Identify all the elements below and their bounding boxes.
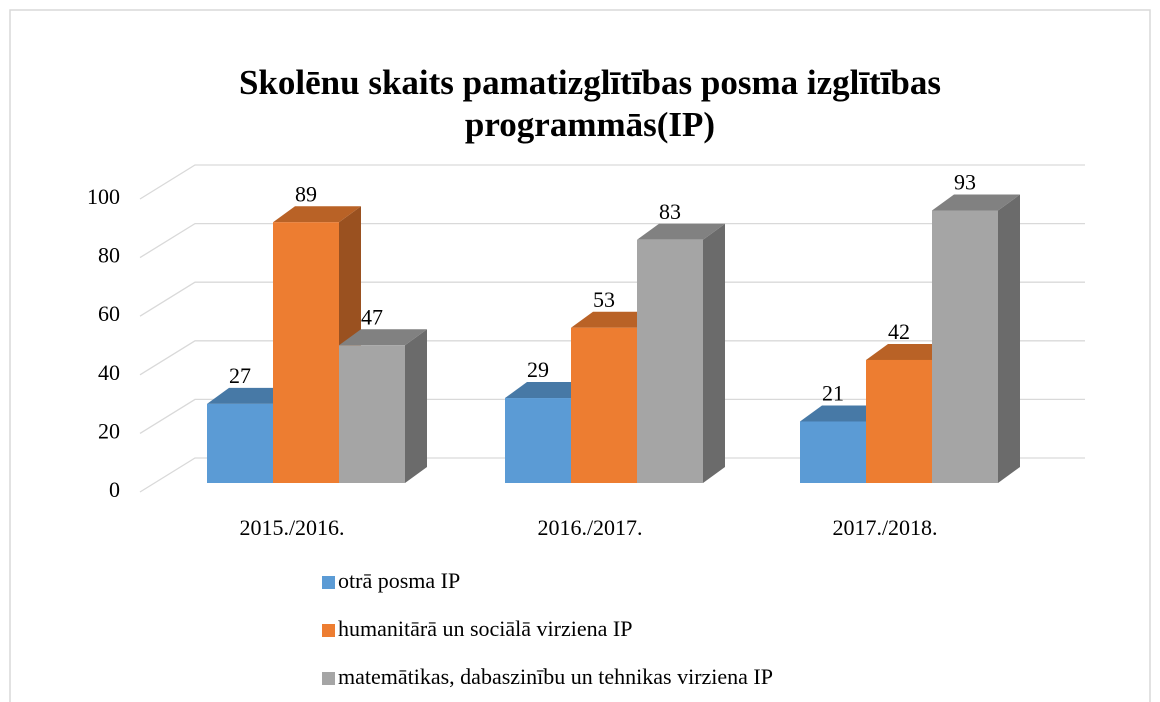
x-tick-label: 2017./2018. (832, 515, 937, 540)
chart-subtitle: programmās(IP) (465, 105, 715, 144)
bar-side (998, 194, 1020, 483)
y-tick-label: 40 (98, 360, 120, 385)
grid-line (139, 222, 1085, 259)
grid (139, 164, 1085, 493)
bar-front (505, 398, 571, 483)
data-label: 42 (888, 319, 910, 344)
bar (637, 223, 725, 483)
bar-top (637, 223, 725, 240)
data-label: 93 (954, 170, 976, 195)
grid-line (139, 164, 1085, 200)
legend-swatch (322, 576, 335, 589)
bar-side (703, 223, 725, 483)
y-tick-label: 20 (98, 418, 120, 443)
y-tick-label: 80 (98, 243, 120, 268)
bar-front (207, 403, 273, 483)
data-label: 89 (295, 181, 317, 206)
bar-top (339, 329, 427, 346)
chart-title: Skolēnu skaits pamatizglītības posma izg… (239, 63, 941, 102)
grid-line (139, 281, 1085, 317)
bars (207, 194, 1020, 484)
legend-swatch (322, 624, 335, 637)
legend-label: matemātikas, dabaszinību un tehnikas vir… (338, 664, 773, 689)
y-tick-label: 0 (109, 477, 120, 502)
x-tick-label: 2016./2017. (537, 515, 642, 540)
bar-front (273, 222, 339, 484)
bar-side (405, 329, 427, 483)
grid-line (139, 457, 1085, 493)
bar (339, 329, 427, 483)
data-label: 47 (361, 304, 383, 329)
legend-label: otrā posma IP (338, 568, 460, 593)
data-label: 29 (527, 357, 549, 382)
bar-top (273, 206, 361, 223)
data-label: 27 (229, 363, 251, 388)
legend-label: humanitārā un sociālā virziena IP (338, 616, 632, 641)
bar (932, 194, 1020, 483)
data-label: 21 (822, 381, 844, 406)
bar-front (932, 210, 998, 483)
bar-front (800, 421, 866, 483)
grid-line (139, 398, 1085, 434)
data-label: 83 (659, 199, 681, 224)
labels: 0 20 40 60 80 100 2015./2016. 2016./2017. 2017./… (87, 170, 976, 689)
legend-swatch (322, 672, 335, 685)
y-tick-label: 60 (98, 301, 120, 326)
bar-front (339, 345, 405, 483)
y-tick-label: 100 (87, 184, 120, 209)
bar-front (866, 359, 932, 483)
bar-front (637, 239, 703, 483)
data-label: 53 (593, 287, 615, 312)
grid-line (139, 340, 1085, 376)
x-tick-label: 2015./2016. (239, 515, 344, 540)
bar-front (571, 327, 637, 483)
bar-top (932, 194, 1020, 211)
